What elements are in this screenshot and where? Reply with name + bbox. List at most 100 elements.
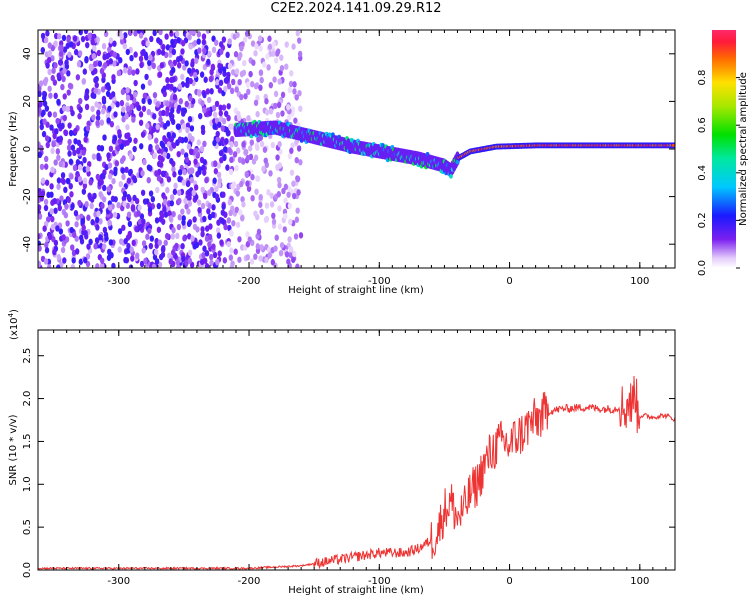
colorbar: 0.0 0.2 0.4 0.6 0.8 Normalized spectral ampl… [697,30,749,276]
heatmap-cell [113,166,118,173]
snr-series-line [38,375,675,570]
heatmap-cell [209,88,214,95]
heatmap-cell [275,163,280,171]
heatmap-cell [455,159,460,165]
heatmap-cell [287,202,293,209]
heatmap-cell [147,98,152,105]
heatmap-cell [56,177,62,184]
spectrogram-x-tick-label: 0 [506,276,512,287]
heatmap-cell [255,243,260,250]
heatmap-cell [155,144,160,151]
heatmap-cell [188,148,194,155]
heatmap-cell [94,81,99,89]
heatmap-cell [197,206,202,214]
heatmap-cell [170,38,175,46]
heatmap-cell [165,83,171,90]
heatmap-cell [190,61,195,68]
heatmap-cell [145,40,150,47]
spectrogram-y-label: Frequency (Hz) [8,111,19,187]
heatmap-cell [153,248,159,256]
heatmap-cell [207,189,212,196]
heatmap-cell [188,43,194,50]
heatmap-cell [271,212,276,219]
heatmap-cell [226,217,232,224]
heatmap-cell [77,176,83,183]
heatmap-cell [156,226,162,233]
heatmap-cell [162,198,168,206]
heatmap-cell [38,245,42,252]
heatmap-cell [212,123,217,130]
heatmap-cell [165,76,170,84]
heatmap-cell [38,213,43,220]
heatmap-cell [49,183,54,190]
heatmap-cell [125,94,131,101]
snr-x-tick-label: 0 [506,576,512,587]
heatmap-cell [261,165,266,173]
colorbar-gradient [712,30,736,268]
heatmap-cell [75,74,81,81]
heatmap-cell [41,130,47,138]
heatmap-cell [169,157,174,165]
heatmap-cell [40,32,46,40]
heatmap-cell [197,47,202,54]
heatmap-cell [100,108,106,115]
heatmap-cell [219,239,224,246]
spectrogram-y-tick-label: -40 [22,236,33,252]
heatmap-cell [188,95,193,102]
heatmap-cell [215,227,221,234]
heatmap-cell [216,162,221,169]
heatmap-cell [227,146,232,154]
heatmap-cell [182,168,187,176]
heatmap-cell [237,156,243,164]
heatmap-cell [157,71,163,78]
heatmap-cell [269,192,274,199]
heatmap-cell [268,108,274,115]
heatmap-cell [245,254,251,261]
heatmap-cell [271,41,276,48]
heatmap-cell [187,200,193,207]
heatmap-cell [51,140,56,148]
heatmap-cell [154,242,159,249]
heatmap-cell [90,105,95,113]
heatmap-cell [158,253,164,261]
heatmap-cell [171,210,176,218]
heatmap-cell [122,67,128,74]
heatmap-cell [112,211,118,219]
heatmap-cell [259,140,265,148]
heatmap-cell [65,220,70,227]
heatmap-cell [225,51,230,59]
heatmap-cell [184,156,190,164]
heatmap-cell [296,145,302,152]
heatmap-cell [200,202,206,210]
heatmap-cell [38,151,43,159]
heatmap-cell [174,242,179,250]
heatmap-cell [239,180,244,188]
heatmap-cell [129,103,134,111]
heatmap-cell [44,247,50,254]
heatmap-cell [83,257,88,264]
heatmap-cell [175,259,180,266]
heatmap-cell [189,176,194,184]
heatmap-cell [295,207,300,214]
heatmap-cell [273,102,278,110]
heatmap-cell [186,220,192,228]
heatmap-cell [66,144,72,151]
heatmap-cell [236,114,242,122]
heatmap-cell [152,113,157,120]
heatmap-cell [116,201,121,209]
heatmap-cell [115,145,121,152]
heatmap-cell [106,84,112,92]
heatmap-cell [232,151,238,158]
heatmap-cell [85,41,90,49]
heatmap-cell [127,68,132,76]
heatmap-cell [245,231,250,238]
heatmap-cell [104,163,109,171]
heatmap-cell [136,30,142,34]
heatmap-cell [165,44,171,51]
heatmap-cell [287,236,292,243]
heatmap-cell [64,203,69,210]
heatmap-cell [74,221,79,228]
heatmap-cell [72,164,78,172]
snr-y-tick-label: 1.5 [22,433,33,449]
heatmap-cell [38,107,42,114]
